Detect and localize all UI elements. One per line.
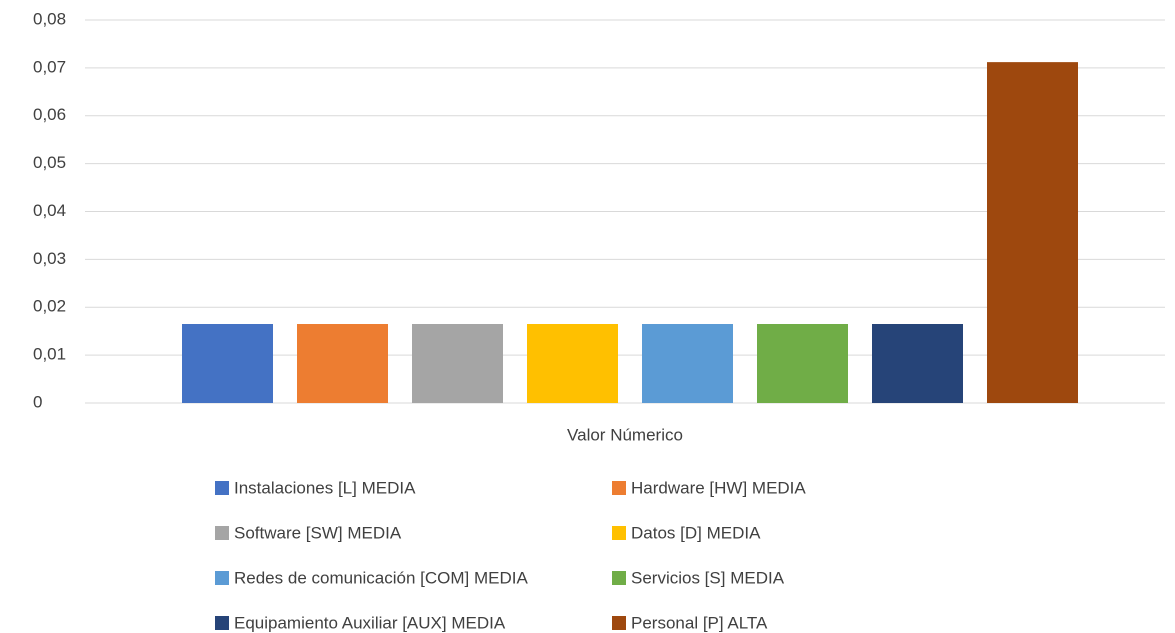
legend-label: Servicios [S] MEDIA — [631, 568, 785, 587]
bar — [527, 324, 618, 403]
y-tick-label: 0,07 — [33, 57, 66, 76]
legend-swatch — [215, 616, 229, 630]
bar — [297, 324, 388, 403]
y-tick-label: 0,04 — [33, 201, 66, 220]
legend-swatch — [612, 481, 626, 495]
bar — [642, 324, 733, 403]
legend-label: Datos [D] MEDIA — [631, 523, 761, 542]
legend-label: Instalaciones [L] MEDIA — [234, 478, 416, 497]
y-tick-label: 0,06 — [33, 105, 66, 124]
legend-label: Hardware [HW] MEDIA — [631, 478, 806, 497]
legend-label: Software [SW] MEDIA — [234, 523, 402, 542]
y-tick-label: 0,05 — [33, 153, 66, 172]
legend-swatch — [215, 526, 229, 540]
legend-label: Personal [P] ALTA — [631, 613, 768, 632]
legend-swatch — [612, 571, 626, 585]
y-tick-label: 0,08 — [33, 9, 66, 28]
bar — [412, 324, 503, 403]
y-tick-label: 0 — [33, 392, 42, 411]
bar — [987, 62, 1078, 403]
bar — [757, 324, 848, 403]
bar — [872, 324, 963, 403]
legend-label: Equipamiento Auxiliar [AUX] MEDIA — [234, 613, 506, 632]
y-tick-label: 0,01 — [33, 345, 66, 364]
legend-swatch — [612, 526, 626, 540]
bar — [182, 324, 273, 403]
legend-label: Redes de comunicación [COM] MEDIA — [234, 568, 528, 587]
y-tick-label: 0,02 — [33, 297, 66, 316]
y-tick-label: 0,03 — [33, 249, 66, 268]
legend-swatch — [612, 616, 626, 630]
legend-swatch — [215, 571, 229, 585]
x-tick-label: Valor Númerico — [567, 425, 683, 444]
legend-swatch — [215, 481, 229, 495]
